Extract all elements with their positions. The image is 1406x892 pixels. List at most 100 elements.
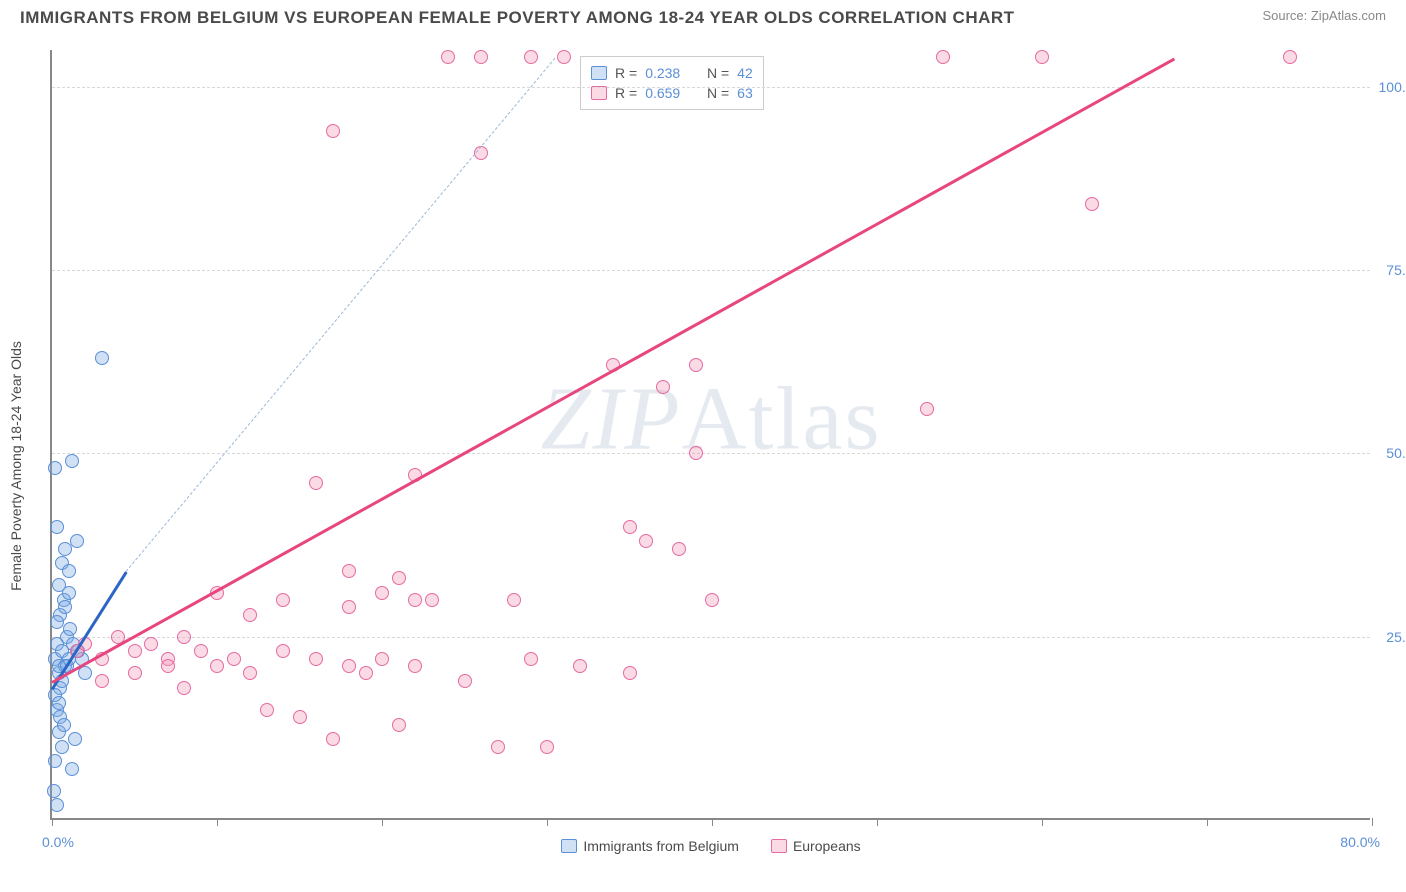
data-point [326, 732, 340, 746]
data-point [50, 520, 64, 534]
data-point [227, 652, 241, 666]
data-point [243, 608, 257, 622]
trend-line [51, 58, 1174, 684]
data-point [557, 50, 571, 64]
data-point [408, 593, 422, 607]
legend-swatch [771, 839, 787, 853]
x-tick-mark [1372, 818, 1373, 826]
x-tick-mark [712, 818, 713, 826]
data-point [177, 630, 191, 644]
data-point [491, 740, 505, 754]
data-point [243, 666, 257, 680]
data-point [128, 666, 142, 680]
data-point [672, 542, 686, 556]
data-point [50, 615, 64, 629]
data-point [375, 652, 389, 666]
chart-header: IMMIGRANTS FROM BELGIUM VS EUROPEAN FEMA… [0, 0, 1406, 32]
data-point [375, 586, 389, 600]
data-point [342, 600, 356, 614]
data-point [392, 718, 406, 732]
data-point [177, 681, 191, 695]
data-point [689, 358, 703, 372]
data-point [48, 461, 62, 475]
data-point [65, 454, 79, 468]
data-point [276, 644, 290, 658]
data-point [309, 476, 323, 490]
data-point [326, 124, 340, 138]
x-tick-label: 0.0% [42, 834, 74, 850]
data-point [507, 593, 521, 607]
data-point [309, 652, 323, 666]
legend-label: Immigrants from Belgium [583, 838, 739, 854]
data-point [342, 564, 356, 578]
data-point [47, 784, 61, 798]
y-tick-label: 25.0% [1376, 629, 1406, 645]
source-link[interactable]: ZipAtlas.com [1311, 8, 1386, 23]
x-tick-mark [1042, 818, 1043, 826]
data-point [194, 644, 208, 658]
gridline [52, 270, 1370, 271]
data-point [260, 703, 274, 717]
data-point [1283, 50, 1297, 64]
legend-swatch [561, 839, 577, 853]
gridline [52, 637, 1370, 638]
data-point [936, 50, 950, 64]
gridline [52, 87, 1370, 88]
legend-item: Europeans [771, 838, 861, 854]
data-point [474, 50, 488, 64]
x-tick-mark [547, 818, 548, 826]
data-point [276, 593, 290, 607]
y-tick-label: 75.0% [1376, 262, 1406, 278]
data-point [62, 564, 76, 578]
x-tick-mark [1207, 818, 1208, 826]
data-point [58, 600, 72, 614]
legend-swatch [591, 66, 607, 80]
legend-stat-row: R = 0.238 N = 42 [591, 63, 753, 83]
data-point [1085, 197, 1099, 211]
data-point [524, 652, 538, 666]
stat-r-value: 0.238 [645, 65, 691, 81]
data-point [623, 666, 637, 680]
y-tick-label: 100.0% [1376, 79, 1406, 95]
x-tick-mark [382, 818, 383, 826]
data-point [425, 593, 439, 607]
data-point [392, 571, 406, 585]
data-point [656, 380, 670, 394]
data-point [63, 622, 77, 636]
data-point [342, 659, 356, 673]
x-tick-mark [217, 818, 218, 826]
chart-title: IMMIGRANTS FROM BELGIUM VS EUROPEAN FEMA… [20, 8, 1015, 28]
data-point [1035, 50, 1049, 64]
data-point [68, 732, 82, 746]
data-point [573, 659, 587, 673]
data-point [57, 718, 71, 732]
y-axis-label: Female Poverty Among 18-24 Year Olds [8, 341, 24, 591]
data-point [458, 674, 472, 688]
x-tick-mark [52, 818, 53, 826]
data-point [705, 593, 719, 607]
data-point [524, 50, 538, 64]
source-attribution: Source: ZipAtlas.com [1262, 8, 1386, 23]
series-legend: Immigrants from Belgium Europeans [52, 838, 1370, 854]
stat-r-label: R = [615, 65, 637, 81]
legend-item: Immigrants from Belgium [561, 838, 739, 854]
data-point [359, 666, 373, 680]
data-point [689, 446, 703, 460]
trend-line [126, 58, 556, 572]
data-point [623, 520, 637, 534]
data-point [95, 351, 109, 365]
data-point [62, 586, 76, 600]
data-point [65, 762, 79, 776]
legend-label: Europeans [793, 838, 861, 854]
correlation-legend: R = 0.238 N = 42R = 0.659 N = 63 [580, 56, 764, 110]
chart-container: Female Poverty Among 18-24 Year Olds ZIP… [0, 40, 1406, 892]
plot-area: ZIPAtlas R = 0.238 N = 42R = 0.659 N = 6… [50, 50, 1370, 820]
data-point [540, 740, 554, 754]
data-point [408, 659, 422, 673]
data-point [293, 710, 307, 724]
data-point [55, 740, 69, 754]
source-prefix: Source: [1262, 8, 1310, 23]
stat-n-label: N = [699, 65, 729, 81]
data-point [128, 644, 142, 658]
data-point [95, 674, 109, 688]
